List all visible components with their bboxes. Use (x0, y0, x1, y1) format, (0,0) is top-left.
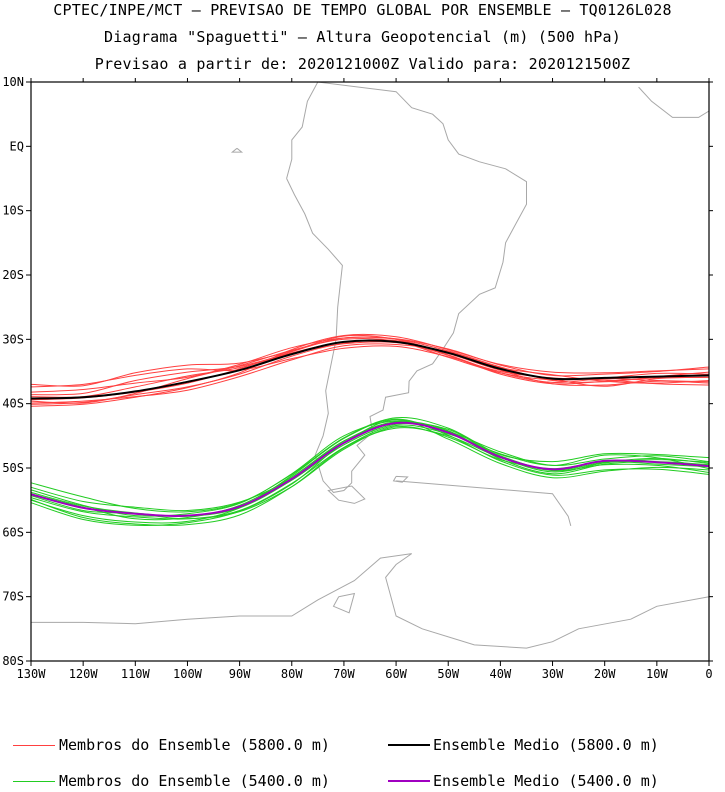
legend-swatch-mean-5400 (388, 780, 430, 782)
legend-swatch-members-5400 (13, 781, 55, 782)
coastline-segment (327, 485, 366, 504)
coastline-segment (392, 475, 409, 483)
member-line-5800 (30, 337, 710, 404)
y-tick-label: 80S (2, 654, 24, 668)
x-tick-label: 70W (333, 667, 355, 681)
x-tick-label: 130W (17, 667, 47, 681)
x-tick-label: 0 (705, 667, 712, 681)
member-line-5800 (30, 339, 710, 405)
legend-swatch-members-5800 (13, 745, 55, 746)
member-line-5400 (30, 424, 710, 520)
x-tick-label: 90W (229, 667, 251, 681)
x-tick-label: 10W (646, 667, 668, 681)
title-line-1: CPTEC/INPE/MCT – PREVISAO DE TEMPO GLOBA… (53, 1, 672, 19)
member-line-5400 (30, 420, 710, 517)
plot-frame (30, 81, 710, 662)
ensemble-mean-layer (30, 339, 710, 517)
x-tick-label: 60W (385, 667, 407, 681)
y-tick-label: EQ (10, 139, 24, 153)
coastline-segment (230, 147, 244, 153)
title-line-3: Previsao a partir de: 2020121000Z Valido… (94, 55, 631, 73)
x-tick-label: 80W (281, 667, 303, 681)
legend-label-mean-5800: Ensemble Medio (5800.0 m) (433, 736, 659, 754)
member-line-5800 (30, 333, 710, 407)
y-tick-label: 20S (2, 268, 24, 282)
axis-ticks (26, 78, 713, 666)
y-tick-label: 40S (2, 397, 24, 411)
coastline-segment (332, 592, 356, 614)
title-line-2: Diagrama "Spaguetti" – Altura Geopotenci… (104, 28, 621, 46)
x-tick-label: 120W (69, 667, 99, 681)
member-line-5400 (30, 419, 710, 526)
y-tick-label: 10N (2, 75, 24, 89)
mean-line-5400 (30, 421, 710, 517)
x-tick-label: 30W (542, 667, 564, 681)
legend-label-members-5400: Membros do Ensemble (5400.0 m) (59, 772, 330, 790)
y-tick-label: 70S (2, 590, 24, 604)
member-line-5400 (30, 425, 710, 520)
y-tick-label: 60S (2, 525, 24, 539)
mean-line-5800 (30, 339, 710, 400)
legend-swatch-mean-5800 (388, 744, 430, 746)
x-tick-label: 100W (173, 667, 203, 681)
x-tick-label: 50W (437, 667, 459, 681)
y-tick-label: 50S (2, 461, 24, 475)
x-tick-label: 40W (490, 667, 512, 681)
member-line-5400 (30, 427, 710, 526)
x-tick-label: 110W (121, 667, 151, 681)
members-5800-layer (30, 333, 710, 407)
coastline-segment (31, 553, 710, 649)
coastline-segment (396, 480, 572, 527)
member-line-5800 (30, 336, 710, 393)
coastline-layer (31, 81, 710, 649)
y-tick-label: 30S (2, 332, 24, 346)
member-line-5800 (30, 341, 710, 398)
members-5400-layer (30, 417, 710, 526)
y-tick-label: 10S (2, 204, 24, 218)
coastline-segment (638, 86, 710, 118)
legend-label-mean-5400: Ensemble Medio (5400.0 m) (433, 772, 659, 790)
coastline-segment (286, 81, 527, 493)
axis-tick-labels: 130W 120W 110W 100W 90W 80W 70W 60W 50W 40W 30W 20W… (2, 75, 712, 681)
member-line-5800 (30, 345, 710, 388)
x-tick-label: 20W (594, 667, 616, 681)
legend-label-members-5800: Membros do Ensemble (5800.0 m) (59, 736, 330, 754)
